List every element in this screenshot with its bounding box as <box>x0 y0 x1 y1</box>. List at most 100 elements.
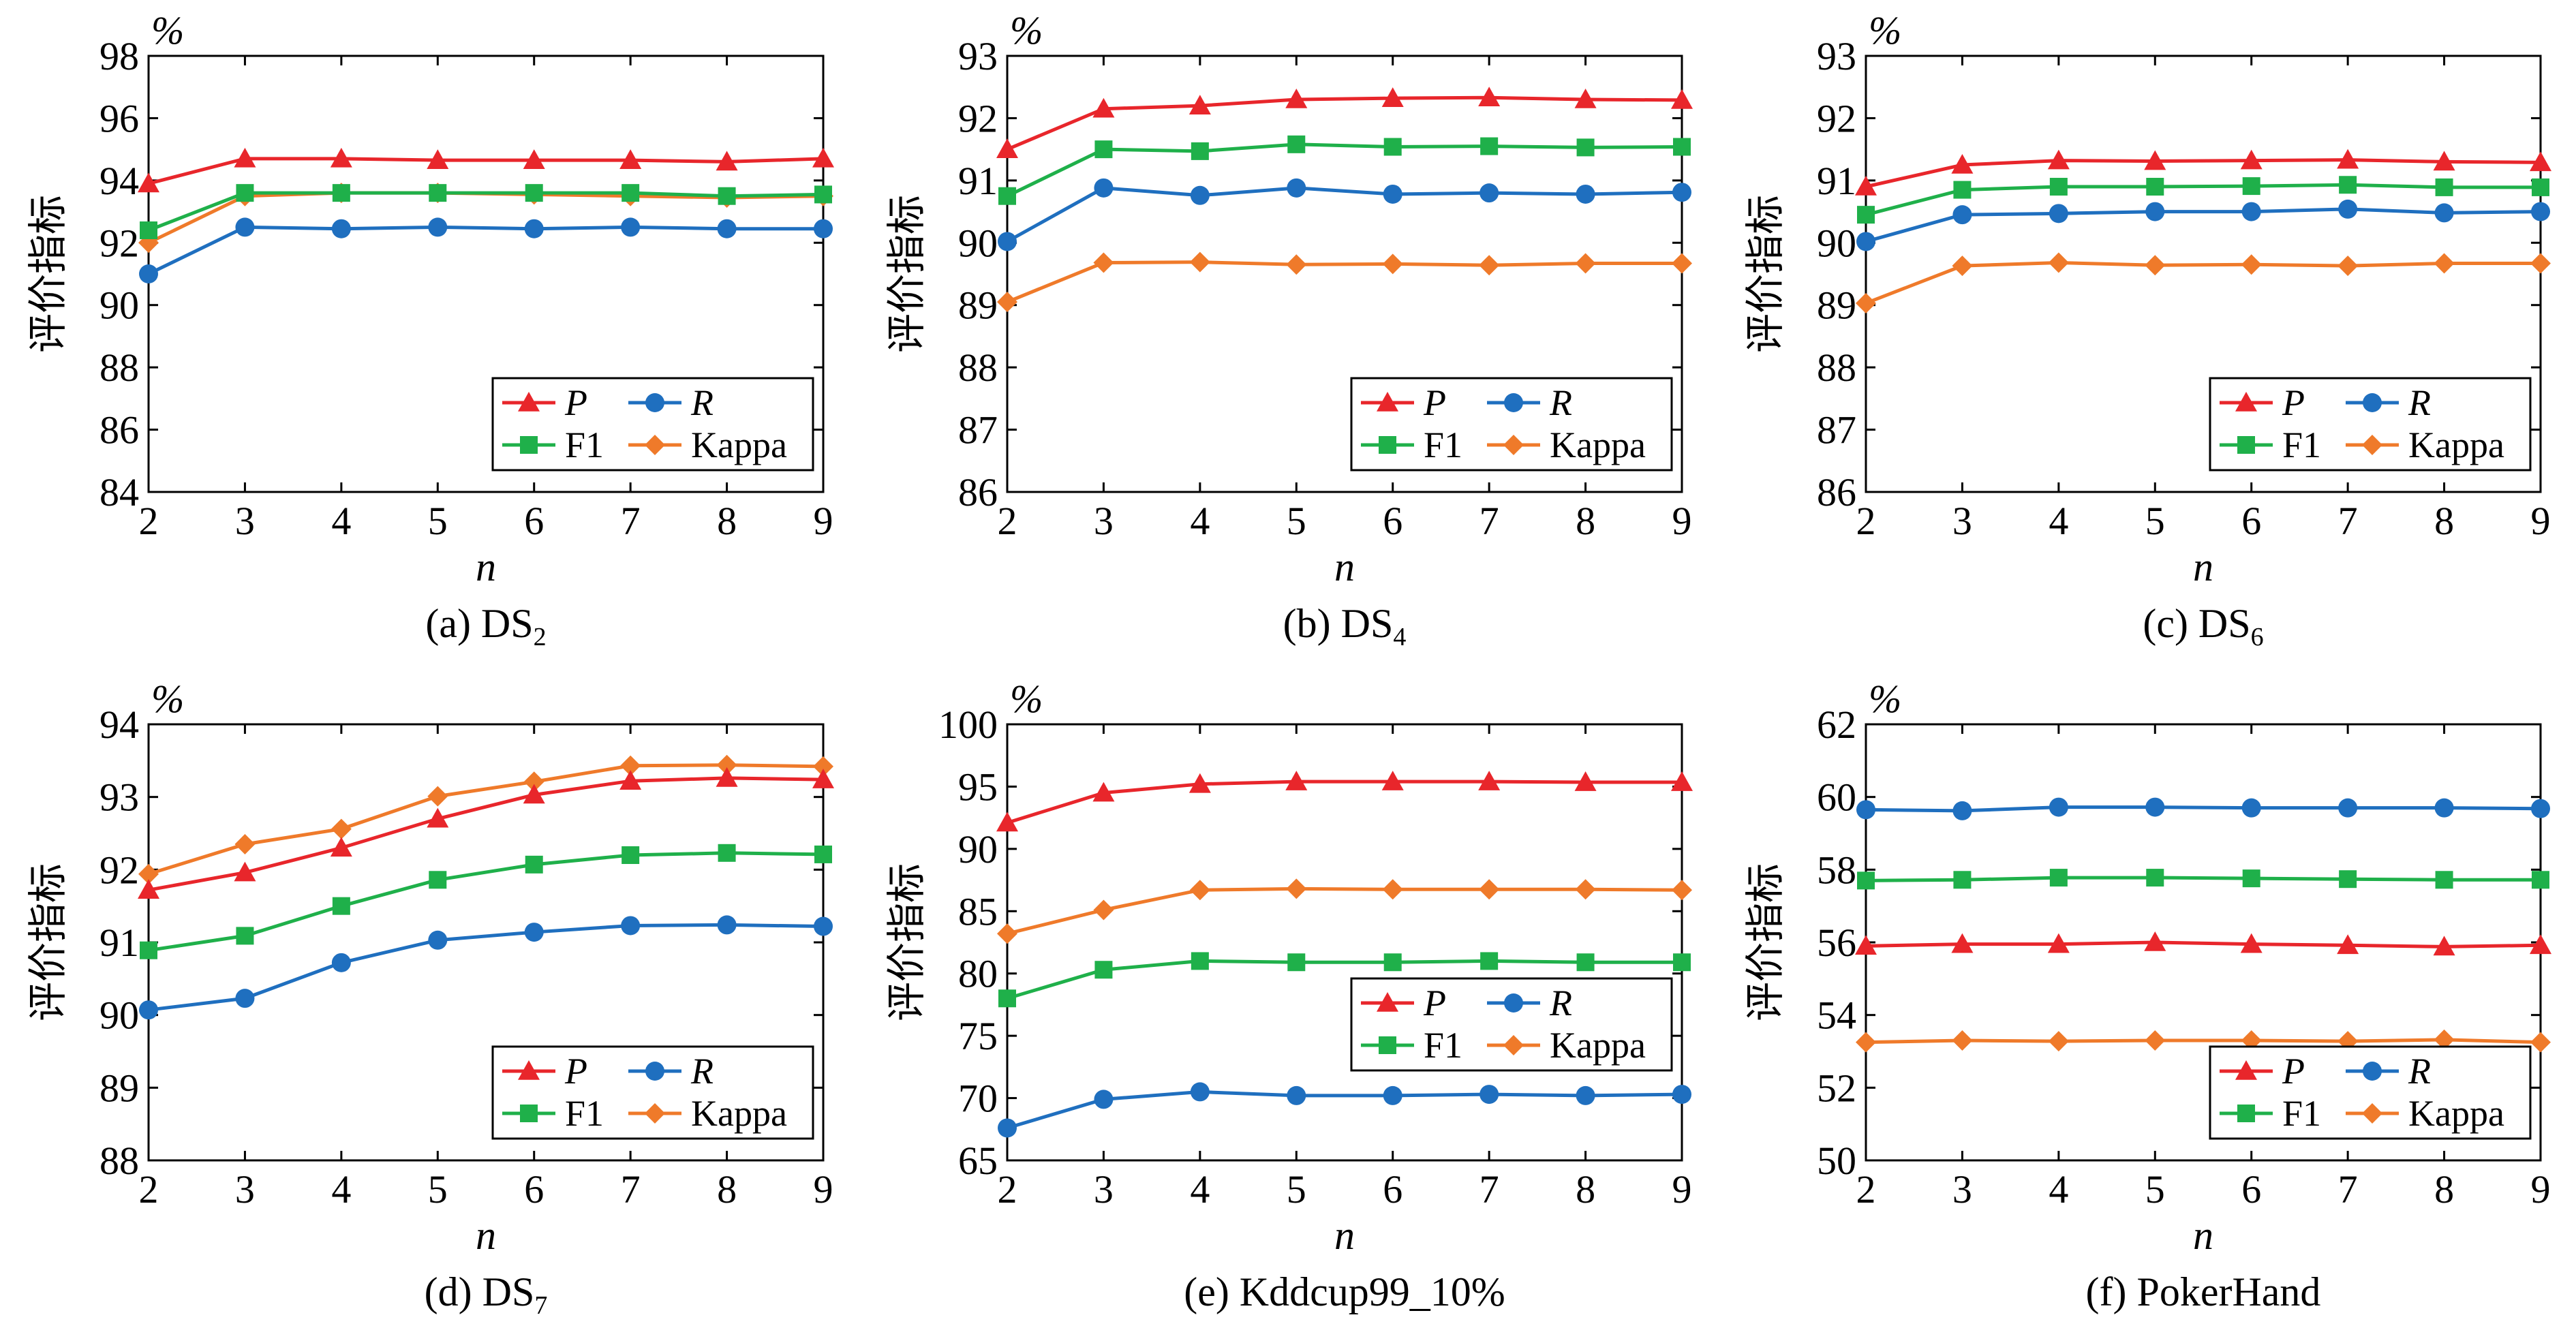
x-tick-label: 4 <box>1190 499 1210 543</box>
data-point-kappa <box>1286 254 1307 275</box>
y-tick-label: 90 <box>99 993 139 1038</box>
legend-label-kappa: Kappa <box>691 1093 787 1134</box>
data-point-p <box>1189 773 1211 793</box>
data-point-r <box>814 916 833 936</box>
data-point-f1 <box>814 845 832 863</box>
data-point-p <box>1092 97 1115 118</box>
data-point-p <box>523 784 545 804</box>
legend-label-f1: F1 <box>2282 424 2321 465</box>
x-tick-label: 9 <box>1672 499 1692 543</box>
x-tick-label: 5 <box>2145 1167 2165 1211</box>
data-point-p <box>1285 89 1308 108</box>
x-tick-label: 4 <box>2049 499 2068 543</box>
x-tick-label: 8 <box>1576 499 1595 543</box>
plot-frame <box>1006 55 1683 493</box>
data-point-kappa <box>1093 252 1114 273</box>
data-point-r <box>1094 1090 1114 1109</box>
series-line-r <box>1865 805 2541 813</box>
legend-label-r: R <box>690 382 714 423</box>
x-tick-label: 4 <box>1190 1167 1210 1211</box>
x-tick-label: 3 <box>235 1167 255 1211</box>
y-tick-label: 91 <box>958 159 998 203</box>
legend-marker-r <box>645 1062 664 1081</box>
data-point-f1 <box>429 184 447 202</box>
data-point-p <box>812 769 834 788</box>
chart-caption: (a) DS2 <box>425 601 546 651</box>
x-tick-label: 5 <box>2145 499 2165 543</box>
series-line-p <box>148 776 824 892</box>
data-point-r <box>331 219 351 238</box>
legend-label-f1: F1 <box>2282 1093 2321 1134</box>
y-tick-label: 90 <box>958 221 998 265</box>
data-point-kappa <box>1189 880 1210 901</box>
y-tick-label: 90 <box>1817 221 1856 265</box>
data-point-p <box>716 151 738 171</box>
data-point-f1 <box>2242 177 2260 196</box>
series-kappa <box>997 878 1692 944</box>
data-point-f1 <box>2339 176 2357 194</box>
series-line-p <box>148 157 824 185</box>
legend-marker-kappa <box>2362 435 2382 455</box>
series-line-f1 <box>1007 959 1682 1000</box>
data-point-f1 <box>2146 178 2164 196</box>
y-tick-label: 62 <box>1817 702 1856 747</box>
data-point-p <box>812 147 834 168</box>
data-point-r <box>2338 798 2358 818</box>
x-tick-label: 2 <box>139 1167 159 1211</box>
data-point-kappa <box>716 754 737 775</box>
data-point-r <box>235 989 255 1008</box>
data-point-kappa <box>1672 880 1692 901</box>
x-tick-label: 6 <box>1383 1167 1402 1211</box>
series-line-kappa <box>1865 1038 2541 1045</box>
data-point-kappa <box>1856 1032 1876 1053</box>
legend-marker-f1 <box>1379 436 1396 454</box>
y-tick-label: 93 <box>1817 34 1856 78</box>
x-tick-label: 6 <box>2241 1167 2261 1211</box>
x-tick-label: 2 <box>139 499 159 543</box>
data-point-r <box>1094 178 1114 198</box>
data-point-kappa <box>138 863 159 884</box>
x-tick-label: 6 <box>1383 499 1402 543</box>
data-point-p <box>427 807 449 828</box>
data-point-p <box>1285 771 1308 790</box>
y-tick-label: 92 <box>99 221 139 265</box>
data-point-kappa <box>1093 899 1114 921</box>
data-point-kappa <box>1952 1030 1973 1051</box>
legend-label-kappa: Kappa <box>1550 424 1646 465</box>
y-tick-label: 88 <box>99 345 139 390</box>
data-point-r <box>1952 801 1972 820</box>
data-point-p <box>2337 149 2359 169</box>
legend-marker-f1 <box>2237 1105 2255 1122</box>
y-tick-label: 90 <box>99 283 139 328</box>
legend: P R F1 Kappa <box>2209 1045 2532 1140</box>
data-point-kappa <box>523 771 545 792</box>
data-point-r <box>428 217 448 237</box>
data-point-p <box>1855 935 1877 955</box>
x-tick-label: 8 <box>717 1167 737 1211</box>
series-r <box>1856 797 2550 820</box>
y-tick-label: 91 <box>1817 159 1856 203</box>
legend-marker-f1 <box>520 1105 538 1122</box>
data-point-r <box>1479 1085 1499 1105</box>
data-point-r <box>1190 1082 1210 1102</box>
data-point-f1 <box>1576 953 1595 972</box>
data-point-kappa <box>2530 253 2551 274</box>
data-point-p <box>2433 936 2455 956</box>
x-tick-label: 7 <box>2338 1167 2358 1211</box>
y-tick-label: 87 <box>1817 408 1856 452</box>
data-point-p <box>2337 934 2359 955</box>
data-point-kappa <box>1856 292 1876 313</box>
data-point-r <box>2049 204 2068 223</box>
data-point-p <box>2433 151 2455 171</box>
series-line-kappa <box>1007 260 1682 304</box>
x-tick-label: 9 <box>814 499 833 543</box>
x-tick-label: 8 <box>2434 1167 2454 1211</box>
data-point-p <box>1855 176 1877 196</box>
data-point-f1 <box>1480 952 1499 970</box>
data-point-p <box>1381 771 1404 790</box>
data-point-f1 <box>1480 137 1499 155</box>
series-p <box>138 767 834 899</box>
x-tick-label: 7 <box>621 1167 641 1211</box>
data-point-f1 <box>622 184 640 202</box>
data-point-r <box>1952 205 1972 225</box>
